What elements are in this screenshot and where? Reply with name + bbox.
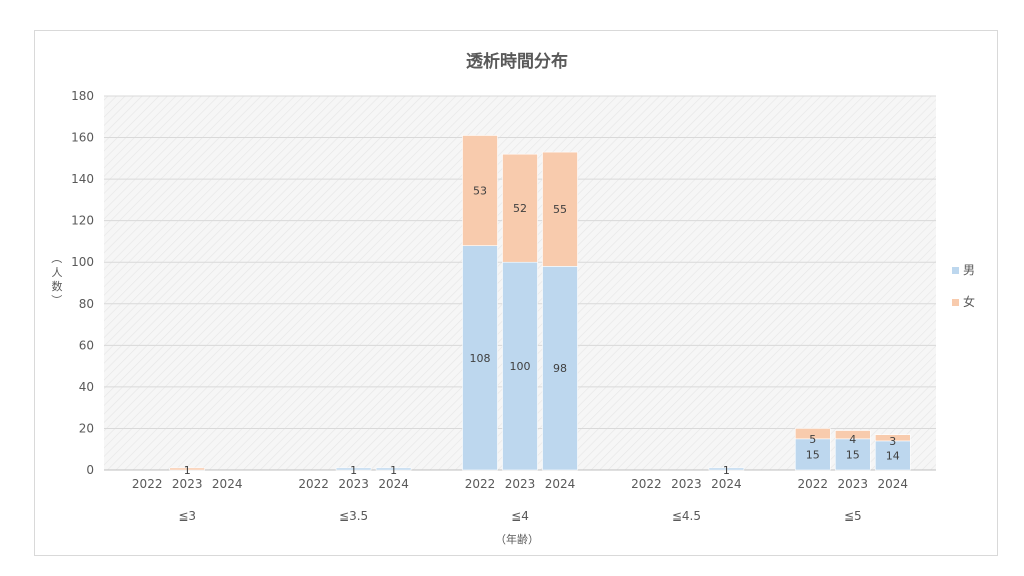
legend: 男女: [952, 263, 975, 309]
x-tick-year: 2024: [545, 477, 576, 491]
y-axis-label: （ 人数 ）: [50, 253, 63, 306]
bar-male: [874, 440, 911, 471]
legend-swatch: [952, 267, 959, 274]
x-tick-year: 2023: [671, 477, 702, 491]
bar-female: [874, 434, 911, 442]
x-axis-label: （年齢）: [495, 532, 539, 546]
y-tick-label: 120: [71, 214, 94, 228]
bar-male: [502, 261, 538, 471]
x-tick-year: 2022: [465, 477, 496, 491]
data-label: 5: [809, 433, 816, 446]
bar-male: [375, 467, 412, 471]
x-group-label: ≦5: [844, 509, 862, 523]
bar-female: [542, 151, 578, 267]
y-axis-ticks: 0 20 40 60 80 100 120 140 160 180: [71, 89, 94, 477]
bar-female: [462, 135, 498, 246]
x-tick-year: 2024: [378, 477, 409, 491]
data-label: 52: [513, 202, 527, 215]
data-label: 4: [849, 433, 856, 446]
bar-male: [708, 467, 745, 471]
x-tick-year: 2023: [172, 477, 203, 491]
x-tick-year: 2023: [505, 477, 536, 491]
y-tick-label: 100: [71, 255, 94, 269]
x-axis-categories: 2022 2023 2024 ≦3 2022 2023 2024 ≦3.5 2022 2023 20…: [132, 477, 908, 523]
y-axis-label-char: （: [50, 253, 63, 264]
data-label: 108: [470, 352, 491, 365]
bar-female: [794, 428, 831, 440]
data-label: 98: [553, 362, 567, 375]
x-tick-year: 2024: [878, 477, 909, 491]
x-tick-year: 2023: [838, 477, 869, 491]
data-label: 53: [473, 185, 487, 198]
y-tick-label: 140: [71, 172, 94, 186]
y-tick-label: 160: [71, 131, 94, 145]
legend-label: 女: [963, 294, 975, 309]
bar-male: [834, 438, 871, 471]
bars: 1 1 1 108 53 100 52 98 55 1 15 5 15 4 143: [169, 135, 911, 477]
x-group-label: ≦4.5: [672, 509, 701, 523]
bar-male: [794, 438, 831, 471]
bar-female: [502, 153, 538, 263]
x-group-label: ≦3: [178, 509, 196, 523]
data-label: 1: [184, 464, 191, 477]
data-label: 14: [886, 449, 900, 462]
data-label: 55: [553, 203, 567, 216]
bar-male: [542, 266, 578, 471]
bar-male: [335, 467, 372, 471]
legend-swatch: [952, 299, 959, 306]
data-label: 15: [846, 448, 860, 461]
y-tick-label: 180: [71, 89, 94, 103]
x-tick-year: 2022: [298, 477, 329, 491]
data-label: 1: [350, 464, 357, 477]
data-label: 15: [806, 448, 820, 461]
x-tick-year: 2024: [212, 477, 243, 491]
x-tick-year: 2022: [132, 477, 163, 491]
x-group-label: ≦3.5: [339, 509, 368, 523]
data-label: 1: [390, 464, 397, 477]
y-tick-label: 80: [79, 297, 94, 311]
y-tick-label: 0: [86, 463, 94, 477]
bar-female: [834, 430, 871, 440]
x-tick-year: 2023: [338, 477, 369, 491]
chart-title: 透析時間分布: [466, 51, 568, 72]
legend-label: 男: [963, 263, 975, 277]
bar-female: [169, 467, 205, 471]
x-group-label: ≦4: [511, 509, 529, 523]
x-tick-year: 2022: [631, 477, 662, 491]
x-tick-year: 2024: [711, 477, 742, 491]
y-axis-label-char: 人: [52, 266, 63, 279]
data-label: 100: [510, 360, 531, 373]
y-axis-label-char: ）: [50, 295, 63, 306]
data-label: 3: [889, 435, 896, 448]
x-tick-year: 2022: [798, 477, 829, 491]
y-tick-label: 20: [79, 421, 94, 435]
y-tick-label: 40: [79, 380, 94, 394]
y-tick-label: 60: [79, 338, 94, 352]
data-label: 1: [723, 464, 730, 477]
bar-male: [462, 245, 498, 471]
y-axis-label-char: 数: [52, 280, 63, 293]
